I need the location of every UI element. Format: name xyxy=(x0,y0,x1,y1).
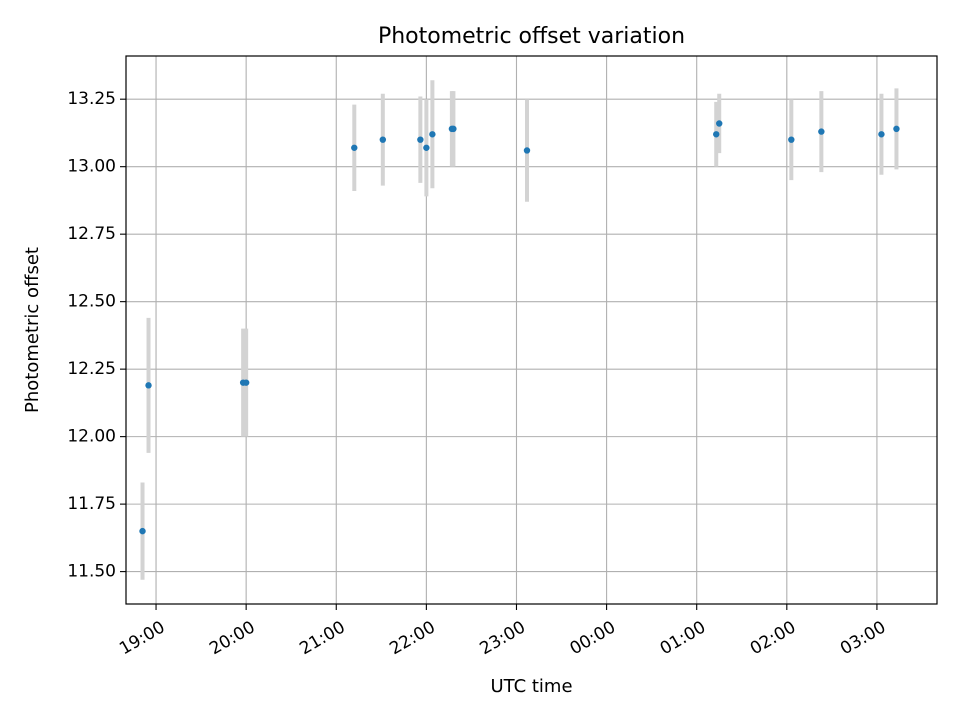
data-point xyxy=(713,131,720,138)
data-points xyxy=(139,120,900,535)
data-point xyxy=(417,136,424,143)
y-tick-label: 12.50 xyxy=(67,292,116,312)
data-point xyxy=(788,136,795,143)
y-axis-label: Photometric offset xyxy=(22,247,43,413)
grid xyxy=(126,56,937,604)
x-axis-label: UTC time xyxy=(490,676,572,697)
chart-title: Photometric offset variation xyxy=(378,24,685,49)
data-point xyxy=(379,136,387,143)
y-tick-label: 13.25 xyxy=(67,89,116,109)
y-tick-label: 12.25 xyxy=(67,359,116,379)
data-point xyxy=(523,147,531,154)
data-point xyxy=(893,125,900,133)
data-point xyxy=(139,527,146,535)
data-point xyxy=(450,125,457,133)
data-point xyxy=(242,379,250,386)
y-tick-label: 11.75 xyxy=(67,494,116,514)
data-point xyxy=(818,128,825,135)
data-point xyxy=(716,120,723,127)
data-point xyxy=(423,144,430,151)
y-tick-label: 11.50 xyxy=(67,562,116,582)
y-tick-label: 12.00 xyxy=(67,427,116,447)
plot-frame xyxy=(125,55,938,605)
data-point xyxy=(145,382,152,389)
y-tick-label: 13.00 xyxy=(67,157,116,177)
y-tick-label: 12.75 xyxy=(67,224,116,244)
data-point xyxy=(878,131,885,138)
data-point xyxy=(429,131,436,138)
data-point xyxy=(351,144,358,151)
